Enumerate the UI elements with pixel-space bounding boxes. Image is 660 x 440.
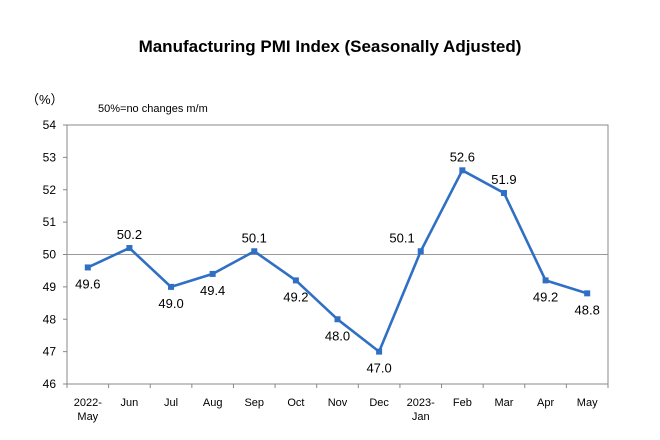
- data-label: 49.6: [75, 276, 100, 291]
- data-point: [84, 264, 91, 271]
- data-label: 50.1: [389, 230, 414, 245]
- y-tick-label: 51: [43, 215, 57, 229]
- x-tick-label: Jul: [164, 397, 178, 409]
- data-point: [459, 167, 466, 174]
- y-tick-label: 49: [43, 280, 57, 294]
- data-label: 50.2: [117, 227, 142, 242]
- data-label: 47.0: [366, 361, 391, 376]
- y-axis-ticks: 46 47 48 49 50 51 52 53 54: [43, 118, 67, 391]
- data-point: [376, 348, 383, 355]
- y-tick-label: 53: [43, 150, 57, 164]
- x-tick-label: Apr: [537, 397, 554, 409]
- data-label: 51.9: [491, 172, 516, 187]
- series-pmi: [87, 169, 588, 353]
- chart-title: Manufacturing PMI Index (Seasonally Adju…: [139, 37, 522, 56]
- data-label: 49.2: [533, 289, 558, 304]
- y-tick-label: 46: [43, 377, 57, 391]
- y-tick-label: 47: [43, 345, 57, 359]
- data-point: [168, 283, 175, 290]
- data-point: [417, 248, 424, 255]
- x-tick-label: Jun: [121, 397, 139, 409]
- data-point: [292, 277, 299, 284]
- data-label: 50.1: [242, 230, 267, 245]
- y-tick-label: 54: [43, 118, 57, 132]
- x-tick-label: 2022-May: [74, 397, 102, 423]
- data-label: 49.2: [283, 289, 308, 304]
- x-tick-label: Aug: [203, 397, 223, 409]
- data-point: [334, 316, 341, 323]
- x-tick-label: Nov: [328, 397, 348, 409]
- y-tick-label: 52: [43, 183, 57, 197]
- x-tick-label: May: [577, 397, 598, 409]
- data-label: 48.0: [325, 328, 350, 343]
- series-markers: [84, 167, 591, 355]
- data-label: 49.4: [200, 283, 225, 298]
- data-point: [584, 290, 591, 297]
- data-point: [126, 245, 133, 252]
- x-tick-label: Oct: [287, 397, 304, 409]
- x-tick-label: Dec: [369, 397, 389, 409]
- y-tick-label: 50: [43, 248, 57, 262]
- x-tick-label: Mar: [494, 397, 513, 409]
- x-axis-ticks: 2022-May Jun Jul Aug Sep Oct Nov Dec 2023-Jan Feb…: [66, 384, 609, 423]
- data-label: 49.0: [158, 296, 183, 311]
- data-point: [500, 189, 507, 196]
- data-point: [542, 277, 549, 284]
- series-line: [87, 169, 588, 353]
- y-tick-label: 48: [43, 312, 57, 326]
- x-tick-label: Sep: [244, 397, 264, 409]
- x-tick-label: Feb: [453, 397, 472, 409]
- data-label: 52.6: [450, 149, 475, 164]
- chart-annotation: 50%=no changes m/m: [98, 103, 208, 115]
- data-point: [251, 248, 258, 255]
- x-tick-label: 2023-Jan: [407, 397, 435, 423]
- data-label: 48.8: [575, 302, 600, 317]
- data-point: [209, 270, 216, 277]
- data-labels: 49.6 50.2 49.0 49.4 50.1 49.2 48.0 47.0 50.1 52.6…: [75, 149, 600, 375]
- y-axis-unit: （%）: [26, 92, 64, 107]
